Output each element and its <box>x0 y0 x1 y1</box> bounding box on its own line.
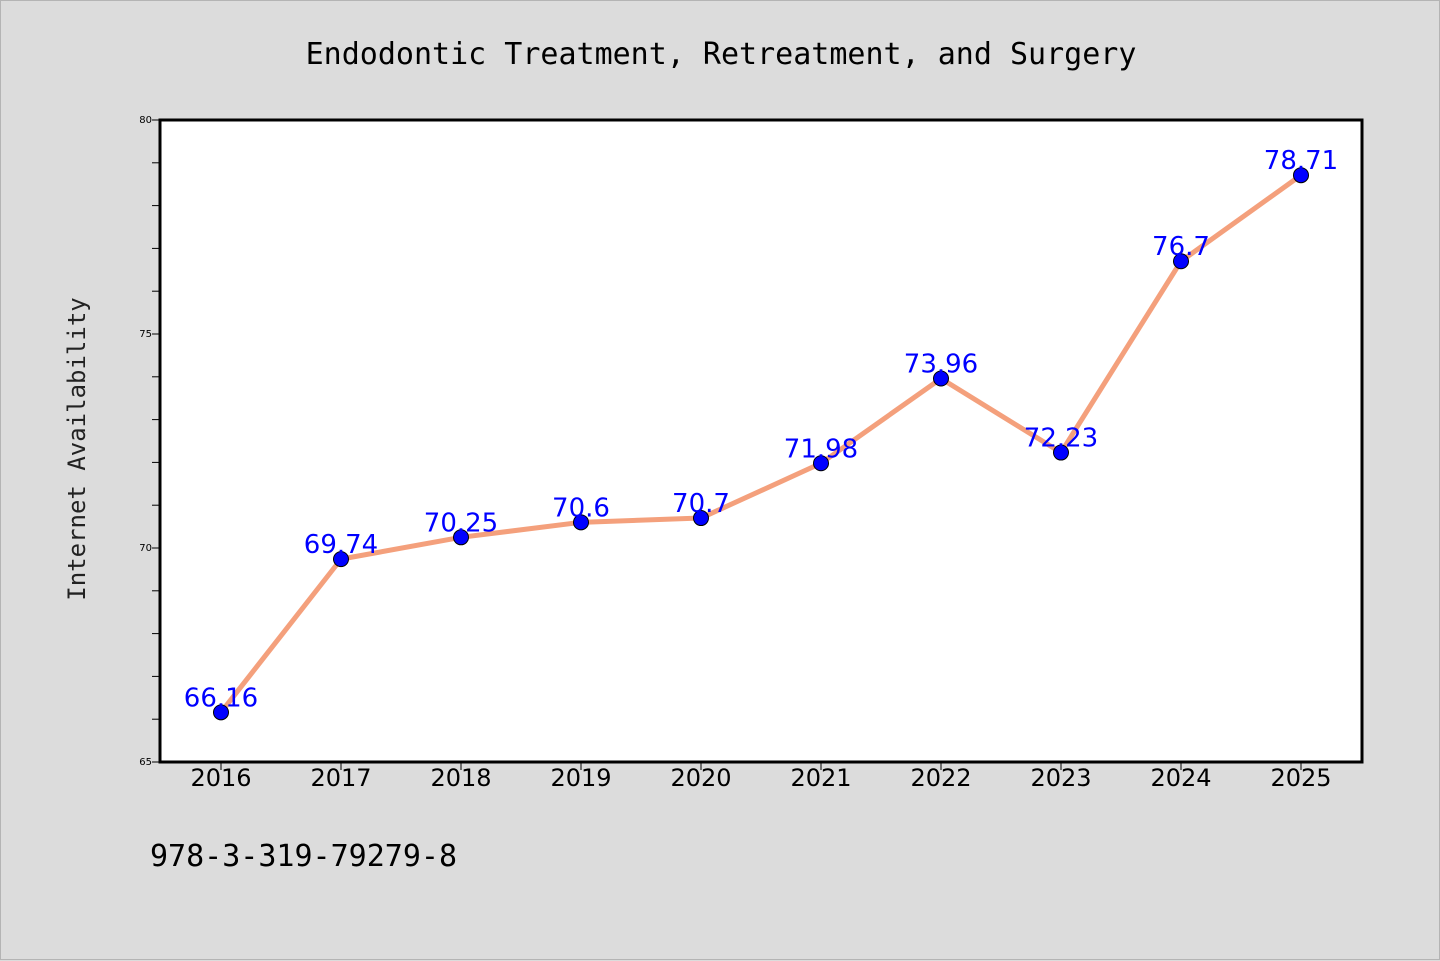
data-labels: 66.16 69.74 70.25 70.6 70.7 71.98 73.96 72.23 76… <box>184 146 1338 713</box>
x-tick-label: 2025 <box>1270 764 1331 792</box>
y-tick-label: 80 <box>139 115 152 126</box>
data-label: 73.96 <box>904 350 978 380</box>
x-tick-label: 2023 <box>1030 764 1091 792</box>
data-label: 72.23 <box>1024 424 1098 454</box>
y-tick-label: 70 <box>139 543 152 554</box>
x-tick-label: 2018 <box>430 764 491 792</box>
data-point <box>1173 253 1189 270</box>
y-axis-title: Internet Availability <box>63 297 91 600</box>
data-point <box>333 551 349 568</box>
series-line <box>218 172 1304 715</box>
data-point <box>573 514 589 531</box>
x-tick-label: 2019 <box>550 764 611 792</box>
data-point <box>933 370 949 387</box>
x-tick-label: 2020 <box>670 764 731 792</box>
data-point <box>813 455 829 472</box>
data-point <box>693 510 709 527</box>
data-label: 69.74 <box>304 530 378 560</box>
data-point <box>1053 444 1069 461</box>
data-point <box>453 529 469 546</box>
data-label: 66.16 <box>184 683 258 713</box>
x-tick-label: 2021 <box>790 764 851 792</box>
x-tick-label: 2022 <box>910 764 971 792</box>
plot-area <box>160 120 1362 762</box>
chart-title: Endodontic Treatment, Retreatment, and S… <box>306 37 1137 72</box>
y-tick-label: 75 <box>139 329 152 340</box>
y-axis: 65 70 75 80 <box>139 115 160 768</box>
x-tick-label: 2016 <box>190 764 251 792</box>
data-label: 76.7 <box>1152 232 1210 262</box>
x-tick-label: 2024 <box>1150 764 1211 792</box>
y-tick-label: 65 <box>139 757 152 768</box>
footnote-isbn: 978-3-319-79279-8 <box>150 839 457 874</box>
x-tick-label: 2017 <box>310 764 371 792</box>
data-point <box>213 704 229 721</box>
plot-border <box>158 118 1364 764</box>
data-label: 70.25 <box>424 508 498 538</box>
data-label: 70.7 <box>672 489 730 519</box>
data-markers <box>213 167 1309 721</box>
data-label: 71.98 <box>784 434 858 464</box>
data-label: 78.71 <box>1264 146 1338 176</box>
x-axis: 2016 2017 2018 2019 2020 2021 2022 2023 2024 2025 <box>190 762 1332 792</box>
data-label: 70.6 <box>552 493 610 523</box>
data-point <box>1293 167 1309 184</box>
